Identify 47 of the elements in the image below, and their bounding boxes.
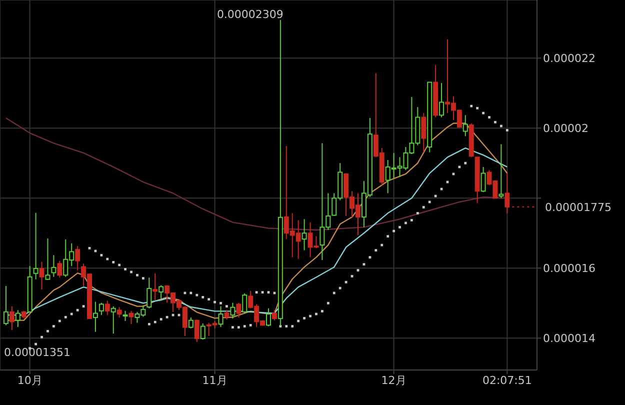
candlestick xyxy=(224,310,230,320)
x-tick-label: 10月 xyxy=(17,374,42,387)
candlestick xyxy=(302,218,307,251)
ref-line-label: 0.00001775 xyxy=(545,200,612,214)
candlestick xyxy=(128,310,134,325)
y-tick-label: 0.000016 xyxy=(543,262,596,276)
candlestick xyxy=(75,246,80,271)
candlestick xyxy=(57,260,62,278)
x-tick-label: 12月 xyxy=(381,374,406,387)
candlestick xyxy=(122,310,128,322)
candlestick xyxy=(200,322,206,340)
candlestick xyxy=(146,277,152,309)
candlestick xyxy=(15,310,20,328)
candlestick xyxy=(3,285,8,326)
x-tick-label: 02:07:51 xyxy=(482,374,532,387)
candlestick xyxy=(421,112,426,153)
candlestick xyxy=(272,310,277,321)
annotation: 0.00001351 xyxy=(4,346,70,359)
candlestick xyxy=(51,254,56,278)
candlestick xyxy=(152,272,158,300)
y-tick-label: 0.00002 xyxy=(543,122,588,136)
candlestick xyxy=(188,316,194,329)
candlestick xyxy=(480,166,486,193)
x-tick-label: 11月 xyxy=(202,374,228,387)
candlestick xyxy=(39,261,44,290)
y-tick-label: 0.000022 xyxy=(543,52,596,66)
candlestick xyxy=(45,238,50,281)
candlestick xyxy=(504,172,510,214)
candlestick xyxy=(498,144,504,199)
candlestick xyxy=(158,284,164,300)
candlestick xyxy=(218,306,224,328)
candlestick xyxy=(242,292,248,314)
candlestick xyxy=(266,308,271,327)
candlestick xyxy=(33,212,38,280)
candlestick xyxy=(9,306,14,331)
candlestick xyxy=(194,319,200,342)
candlestick xyxy=(236,302,242,318)
candlestick xyxy=(92,301,98,332)
y-tick-label: 0.000014 xyxy=(543,332,596,346)
candlestick xyxy=(230,302,236,320)
candlestick xyxy=(104,300,110,316)
candlestick xyxy=(439,82,444,118)
annotation: 0.00002309 xyxy=(216,8,284,21)
candlestick xyxy=(110,306,116,334)
candlestick xyxy=(462,114,468,137)
candlestick xyxy=(98,302,104,316)
candlestick xyxy=(116,306,122,318)
